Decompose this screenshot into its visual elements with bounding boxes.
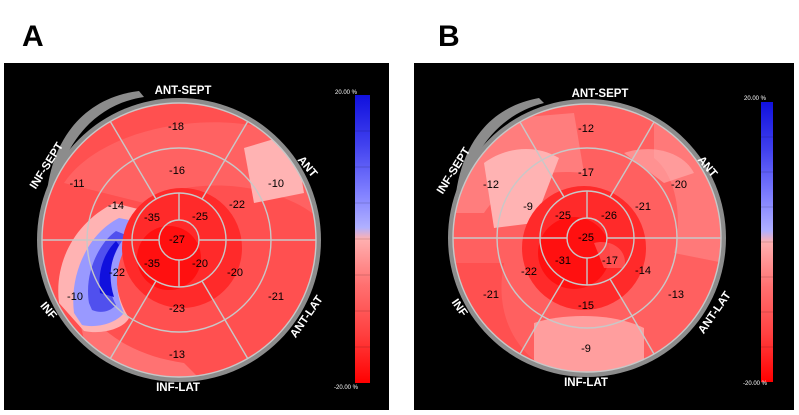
segment-mid-inf-lat: -23: [169, 303, 185, 315]
segment-basal-ant-lat: -13: [668, 289, 684, 301]
segment-apical-lat: -17: [602, 255, 618, 267]
segment-basal-ant: -20: [671, 179, 687, 191]
segment-apical-ant: -25: [192, 211, 208, 223]
segment-mid-inf-sept: -14: [108, 200, 124, 212]
segment-basal-inf: -10: [67, 291, 83, 303]
segment-basal-inf-lat: -13: [169, 349, 185, 361]
scale-top-label: 20.00 %: [335, 90, 358, 96]
bullseye-panel-b: -12 -20 -13 -9 -21 -12 -17 -21 -14 -15 -…: [414, 63, 794, 410]
segment-mid-inf-lat: -15: [578, 300, 594, 312]
segment-basal-inf: -21: [483, 289, 499, 301]
segment-basal-inf-sept: -11: [69, 178, 84, 190]
wall-label-inf-lat: INF-LAT: [156, 382, 200, 394]
segment-mid-ant-sept: -16: [169, 165, 185, 177]
scale-bottom-label: -20.00 %: [743, 381, 768, 387]
bullseye-plot-a: -18 -10 -21 -13 -10 -11 -16 -22 -20 -23 …: [28, 85, 370, 394]
segment-mid-ant-lat: -14: [635, 265, 651, 277]
segment-grid: [452, 103, 722, 373]
segment-mid-inf: -22: [109, 267, 125, 279]
bullseye-panel-a: -18 -10 -21 -13 -10 -11 -16 -22 -20 -23 …: [4, 63, 389, 410]
color-scale-bar: [355, 95, 370, 383]
segment-mid-inf: -22: [521, 266, 537, 278]
segment-mid-ant-sept: -17: [578, 167, 594, 179]
panel-a-letter: A: [22, 20, 44, 53]
segment-grid: [41, 102, 317, 378]
segment-basal-inf-lat: -9: [581, 343, 591, 355]
segment-mid-inf-sept: -9: [523, 201, 533, 213]
wall-label-ant-sept: ANT-SEPT: [572, 88, 629, 100]
segment-apical-sept: -35: [144, 212, 160, 224]
ring-extension: [454, 98, 544, 223]
wall-label-ant-sept: ANT-SEPT: [155, 85, 212, 97]
segment-apical-inf: -35: [144, 258, 160, 270]
segment-basal-ant-sept: -18: [168, 121, 184, 133]
segment-apical-ant: -26: [601, 210, 617, 222]
segment-basal-ant-sept: -12: [578, 123, 594, 135]
segment-apical-inf: -31: [555, 255, 571, 267]
color-scale-bar: [761, 102, 773, 382]
segment-mid-ant: -21: [635, 201, 651, 213]
segment-apical-lat: -20: [192, 258, 208, 270]
segment-basal-inf-sept: -12: [483, 179, 499, 191]
segment-apex: -27: [169, 234, 185, 246]
bullseye-plot-b: -12 -20 -13 -9 -21 -12 -17 -21 -14 -15 -…: [435, 88, 773, 389]
segment-basal-ant-lat: -21: [268, 291, 284, 303]
scale-bottom-label: -20.00 %: [334, 385, 359, 391]
segment-apical-sept: -25: [555, 210, 571, 222]
wall-label-inf-lat: INF-LAT: [564, 377, 608, 389]
ring-extension: [45, 91, 144, 218]
segment-basal-ant: -10: [268, 178, 284, 190]
scale-top-label: 20.00 %: [744, 96, 767, 102]
segment-apex: -25: [578, 232, 594, 244]
panel-b-letter: B: [438, 20, 460, 53]
segment-mid-ant-lat: -20: [227, 267, 243, 279]
segment-mid-ant: -22: [229, 199, 245, 211]
